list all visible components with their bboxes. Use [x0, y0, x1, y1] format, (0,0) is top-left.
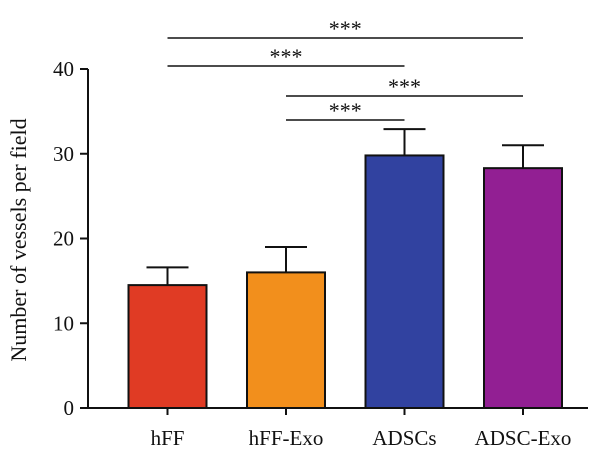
significance-label: *** [270, 44, 303, 69]
bar-adscs [364, 154, 445, 409]
x-tick-label: hFF [151, 426, 185, 450]
significance-brackets: *** *** *** *** [167, 16, 523, 123]
y-tick-label: 40 [53, 57, 74, 81]
x-tick-label: hFF-Exo [249, 426, 324, 450]
x-tick-label: ADSC-Exo [475, 426, 572, 450]
bar-hff-exo [246, 271, 326, 409]
significance-label: *** [329, 16, 362, 41]
y-tick-label: 20 [53, 227, 74, 251]
y-axis-label: Number of vessels per field [6, 118, 31, 361]
significance-label: *** [329, 98, 362, 123]
bar-adsc-exo [483, 167, 563, 409]
bars: hFF hFF-Exo ADSCs ADSC-Exo [127, 128, 572, 450]
y-tick-label: 10 [53, 311, 74, 335]
y-tick-label: 0 [64, 396, 75, 420]
y-tick-label: 30 [53, 142, 74, 166]
x-tick-label: ADSCs [372, 426, 436, 450]
significance-label: *** [388, 74, 421, 99]
bar-hff [127, 284, 208, 409]
